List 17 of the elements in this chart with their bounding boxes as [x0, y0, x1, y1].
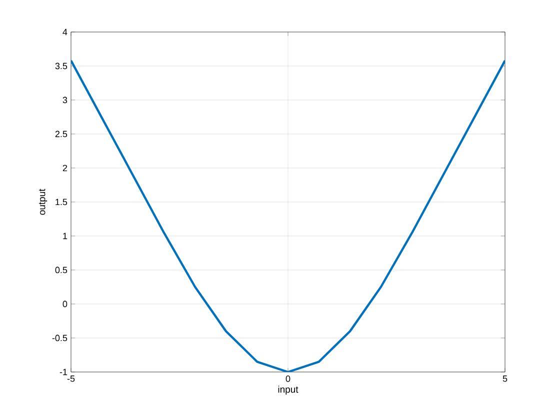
y-tick-label: -0.5: [52, 334, 68, 342]
line-series: [71, 59, 506, 372]
y-tick-label: 1: [63, 232, 68, 240]
y-tick-label: 4: [62, 28, 68, 36]
y-tick-label: 1.5: [56, 198, 68, 206]
y-tick-label: 0: [62, 300, 68, 308]
y-axis-title: output: [38, 188, 48, 215]
y-tick-label: 0.5: [55, 266, 68, 274]
x-axis-title: input: [278, 386, 298, 395]
x-tick-label: 5: [502, 376, 508, 382]
y-tick-label: 3: [62, 96, 68, 104]
y-tick-label: 3.5: [55, 62, 68, 70]
x-tick-label: 0: [286, 376, 290, 382]
y-tick-label: 2.5: [55, 130, 68, 138]
y-tick-label: 2: [62, 164, 68, 172]
y-tick-label: -1: [60, 368, 68, 376]
x-tick-label: -5: [67, 376, 75, 382]
